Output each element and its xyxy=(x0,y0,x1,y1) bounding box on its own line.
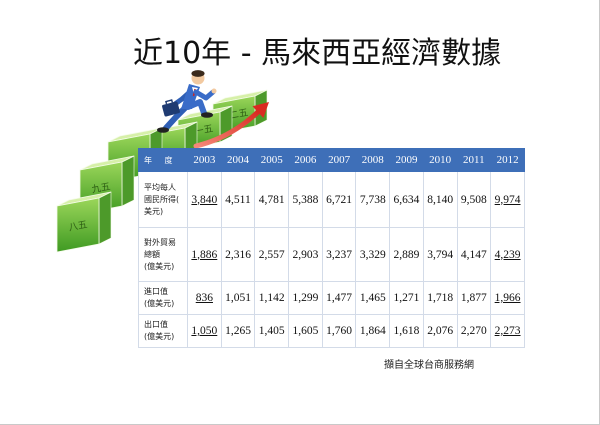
row-label: 平均每人 國民所得( 美元) xyxy=(138,171,188,228)
year-header: 2007 xyxy=(321,148,357,172)
stair-tread xyxy=(177,105,233,121)
total-trade-value: 2,316 xyxy=(220,227,256,282)
row-label-line: 總額 xyxy=(144,249,160,259)
stair-label: 九五 xyxy=(91,180,112,195)
stair-label: 八五 xyxy=(68,219,89,233)
briefcase-icon xyxy=(162,99,180,117)
export-value: 1,618 xyxy=(389,314,424,348)
row-exports: 出口值 (億美元) 1,050 1,265 1,405 1,605 1,760 … xyxy=(138,314,525,348)
businessman-icon xyxy=(157,70,217,133)
economic-data-table: 年 度 2003 2004 2005 2006 2007 2008 2009 2… xyxy=(138,148,525,348)
row-label: 對外貿易 總額 (億美元) xyxy=(138,227,188,282)
stair-side xyxy=(254,89,268,127)
import-value: 1,477 xyxy=(321,281,357,315)
per-capita-income-value: 4,781 xyxy=(254,171,290,228)
stair-tread xyxy=(142,121,198,137)
import-value: 1,966 xyxy=(490,281,525,315)
per-capita-income-value: 3,840 xyxy=(187,171,222,228)
export-value: 1,050 xyxy=(187,314,222,348)
import-value: 1,271 xyxy=(389,281,424,315)
per-capita-income-value: 4,511 xyxy=(220,171,256,228)
year-header: 2010 xyxy=(422,148,458,172)
row-label-line: 國民所得( xyxy=(144,194,180,204)
export-value: 1,864 xyxy=(355,314,391,348)
year-header: 2011 xyxy=(456,148,492,172)
stair-tread xyxy=(212,89,268,105)
stair-side xyxy=(121,155,135,207)
row-label-line: 對外貿易 xyxy=(144,237,176,247)
row-imports: 進口值 (億美元) 836 1,051 1,142 1,299 1,477 1,… xyxy=(138,281,525,315)
row-per-capita-income: 平均每人 國民所得( 美元) 3,840 4,511 4,781 5,388 6… xyxy=(138,171,525,228)
row-label: 進口值 (億美元) xyxy=(138,281,188,315)
stair-side xyxy=(219,105,233,143)
stair-tread xyxy=(79,155,135,171)
row-label: 出口值 (億美元) xyxy=(138,314,188,348)
stair-step: 十一五 xyxy=(177,105,233,151)
export-value: 1,265 xyxy=(220,314,256,348)
stair-riser xyxy=(212,95,256,135)
year-header: 2008 xyxy=(355,148,391,172)
total-trade-value: 2,903 xyxy=(288,227,323,282)
export-value: 1,760 xyxy=(321,314,357,348)
total-trade-value: 2,889 xyxy=(389,227,424,282)
growth-arrow-icon xyxy=(193,102,269,149)
stair-riser xyxy=(56,197,100,253)
year-header: 2009 xyxy=(389,148,424,172)
total-trade-value: 4,239 xyxy=(490,227,525,282)
per-capita-income-value: 9,974 xyxy=(490,171,525,228)
year-header: 2005 xyxy=(254,148,290,172)
stair-step: 九五 xyxy=(79,155,135,215)
import-value: 1,299 xyxy=(288,281,323,315)
row-label-line: 美元) xyxy=(144,206,164,216)
row-label-line: (億美元) xyxy=(144,261,175,271)
export-value: 2,270 xyxy=(456,314,492,348)
import-value: 1,051 xyxy=(220,281,256,315)
export-value: 1,605 xyxy=(288,314,323,348)
import-value: 1,142 xyxy=(254,281,290,315)
row-label-line: 平均每人 xyxy=(144,182,176,192)
total-trade-value: 4,147 xyxy=(456,227,492,282)
total-trade-value: 3,237 xyxy=(321,227,357,282)
per-capita-income-value: 6,721 xyxy=(321,171,357,228)
stair-step: 十二五 xyxy=(212,89,268,135)
total-trade-value: 2,557 xyxy=(254,227,290,282)
table-header-row: 年 度 2003 2004 2005 2006 2007 2008 2009 2… xyxy=(138,148,525,172)
stair-label: 十二五 xyxy=(219,106,249,123)
stair-side xyxy=(98,191,112,245)
stair-tread xyxy=(56,191,112,207)
total-trade-value: 3,329 xyxy=(355,227,391,282)
import-value: 836 xyxy=(187,281,222,315)
stair-tread xyxy=(107,127,163,143)
source-note: 擷自全球台商服務網 xyxy=(384,360,474,371)
row-total-trade: 對外貿易 總額 (億美元) 1,886 2,316 2,557 2,903 3,… xyxy=(138,227,525,282)
import-value: 1,877 xyxy=(456,281,492,315)
per-capita-income-value: 5,388 xyxy=(288,171,323,228)
row-label-line: (億美元) xyxy=(144,332,175,341)
total-trade-value: 3,794 xyxy=(422,227,458,282)
year-header: 2003 xyxy=(187,148,222,172)
total-trade-value: 1,886 xyxy=(187,227,222,282)
row-label-line: (億美元) xyxy=(144,299,175,308)
export-value: 2,076 xyxy=(422,314,458,348)
per-capita-income-value: 8,140 xyxy=(422,171,458,228)
stair-riser xyxy=(79,161,123,215)
import-value: 1,718 xyxy=(422,281,458,315)
per-capita-income-value: 6,634 xyxy=(389,171,424,228)
year-header: 2004 xyxy=(220,148,256,172)
stair-riser xyxy=(177,111,221,151)
per-capita-income-value: 9,508 xyxy=(456,171,492,228)
export-value: 1,405 xyxy=(254,314,290,348)
stair-label: 十一五 xyxy=(184,122,214,139)
stair-step: 八五 xyxy=(56,191,112,253)
export-value: 2,273 xyxy=(490,314,525,348)
year-header-label: 年 度 xyxy=(138,148,188,172)
slide-title: 近10年 - 馬來西亞經濟數據 xyxy=(133,36,502,71)
year-header: 2012 xyxy=(490,148,525,172)
row-label-line: 進口值 xyxy=(144,287,168,296)
year-header: 2006 xyxy=(288,148,323,172)
row-label-line: 出口值 xyxy=(144,320,168,329)
import-value: 1,465 xyxy=(355,281,391,315)
per-capita-income-value: 7,738 xyxy=(355,171,391,228)
